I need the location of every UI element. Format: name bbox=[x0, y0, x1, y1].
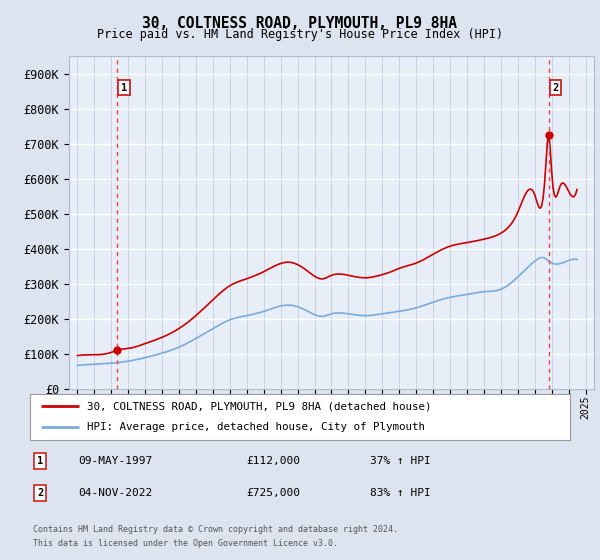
Text: Contains HM Land Registry data © Crown copyright and database right 2024.: Contains HM Land Registry data © Crown c… bbox=[33, 525, 398, 534]
Text: £725,000: £725,000 bbox=[246, 488, 300, 498]
Text: 30, COLTNESS ROAD, PLYMOUTH, PL9 8HA (detached house): 30, COLTNESS ROAD, PLYMOUTH, PL9 8HA (de… bbox=[86, 401, 431, 411]
Text: Price paid vs. HM Land Registry's House Price Index (HPI): Price paid vs. HM Land Registry's House … bbox=[97, 28, 503, 41]
Text: 1: 1 bbox=[37, 456, 43, 466]
Text: 83% ↑ HPI: 83% ↑ HPI bbox=[370, 488, 431, 498]
Text: 1: 1 bbox=[121, 83, 127, 92]
Text: 2: 2 bbox=[553, 83, 559, 92]
Text: 09-MAY-1997: 09-MAY-1997 bbox=[79, 456, 153, 466]
Text: This data is licensed under the Open Government Licence v3.0.: This data is licensed under the Open Gov… bbox=[33, 539, 338, 548]
Text: HPI: Average price, detached house, City of Plymouth: HPI: Average price, detached house, City… bbox=[86, 422, 425, 432]
Text: 2: 2 bbox=[37, 488, 43, 498]
Text: 04-NOV-2022: 04-NOV-2022 bbox=[79, 488, 153, 498]
Text: £112,000: £112,000 bbox=[246, 456, 300, 466]
Text: 37% ↑ HPI: 37% ↑ HPI bbox=[370, 456, 431, 466]
Text: 30, COLTNESS ROAD, PLYMOUTH, PL9 8HA: 30, COLTNESS ROAD, PLYMOUTH, PL9 8HA bbox=[143, 16, 458, 31]
